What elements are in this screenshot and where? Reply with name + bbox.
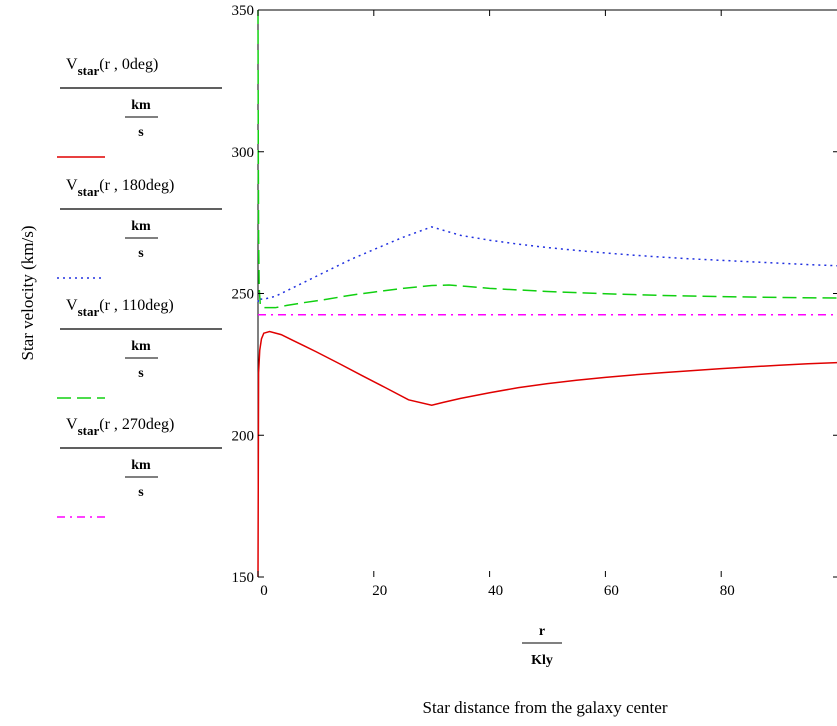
legend-expression: Vstar(r , 0deg) xyxy=(66,56,158,78)
x-tick-label: 60 xyxy=(604,583,619,599)
series-line-0 xyxy=(257,330,837,578)
legend-expression: Vstar(r , 270deg) xyxy=(66,416,174,438)
legend-v: V xyxy=(66,297,78,314)
legend-entry: Vstar(r , 0deg) km s xyxy=(57,56,222,158)
chart-caption: Star distance from the galaxy center xyxy=(423,698,668,717)
y-tick-label: 300 xyxy=(232,145,255,161)
legend-unit-num: km xyxy=(131,219,151,234)
series-line-1 xyxy=(257,226,837,303)
y-tick-label: 200 xyxy=(232,428,255,444)
legend-expression: Vstar(r , 180deg) xyxy=(66,177,174,199)
legend-args: (r , 0deg) xyxy=(99,56,158,73)
legend-unit-num: km xyxy=(131,339,151,354)
legend-unit-den: s xyxy=(138,366,144,381)
legend-subscript: star xyxy=(78,184,100,199)
legend-v: V xyxy=(66,177,78,194)
legend-unit-den: s xyxy=(138,246,144,261)
legend-subscript: star xyxy=(78,304,100,319)
x-tick-label: 80 xyxy=(720,583,735,599)
legend-entry: Vstar(r , 110deg) km s xyxy=(57,297,222,399)
legend-v: V xyxy=(66,56,78,73)
x-tick-label: 20 xyxy=(372,583,387,599)
legend-unit-num: km xyxy=(131,98,151,113)
y-axis-title: Star velocity (km/s) xyxy=(18,225,37,360)
legend-unit-num: km xyxy=(131,458,151,473)
legend-args: (r , 270deg) xyxy=(99,416,174,433)
legend-unit-den: s xyxy=(138,125,144,140)
legend-args: (r , 110deg) xyxy=(99,297,174,314)
x-axis-denominator: Kly xyxy=(531,653,553,668)
legend-unit-den: s xyxy=(138,485,144,500)
x-tick-label: 40 xyxy=(488,583,503,599)
legend-entry: Vstar(r , 270deg) km s xyxy=(57,416,222,518)
legend-args: (r , 180deg) xyxy=(99,177,174,194)
series-line-2 xyxy=(257,9,837,309)
legend-expression: Vstar(r , 110deg) xyxy=(66,297,174,319)
y-tick-label: 350 xyxy=(232,3,255,19)
x-axis-numerator: r xyxy=(539,624,545,639)
y-tick-label: 250 xyxy=(232,287,255,303)
legend-subscript: star xyxy=(78,423,100,438)
legend-v: V xyxy=(66,416,78,433)
y-tick-label: 150 xyxy=(232,570,255,586)
x-tick-label: 0 xyxy=(260,583,268,599)
legend-entry: Vstar(r , 180deg) km s xyxy=(57,177,222,279)
legend-subscript: star xyxy=(78,63,100,78)
